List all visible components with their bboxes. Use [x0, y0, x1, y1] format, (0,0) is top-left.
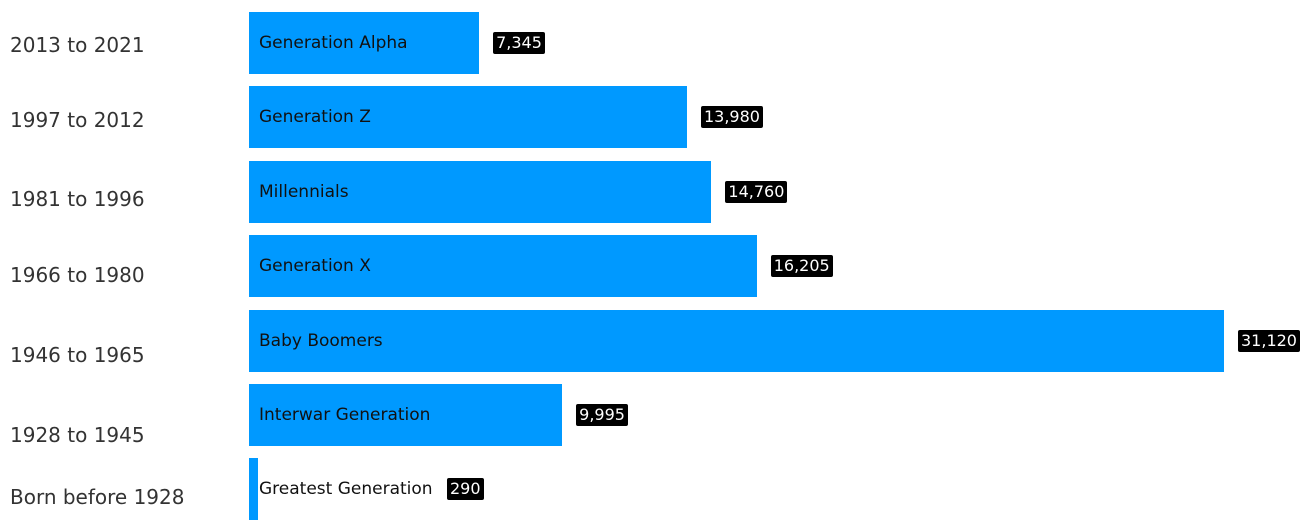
value-label: 31,120 — [1238, 329, 1300, 352]
value-label: 9,995 — [576, 404, 628, 426]
category-label: 1997 to 2012 — [10, 108, 145, 132]
bar-name-label: Baby Boomers — [259, 330, 383, 351]
value-label: 290 — [447, 478, 484, 501]
bar — [249, 309, 1224, 372]
category-label: 1966 to 1980 — [10, 263, 145, 287]
bar-name-label: Generation Alpha — [259, 33, 408, 53]
bar — [249, 235, 757, 298]
value-label: 16,205 — [770, 255, 833, 278]
bar — [249, 86, 687, 149]
category-label: 1928 to 1945 — [10, 423, 145, 447]
bar — [249, 458, 259, 520]
value-label: 14,760 — [725, 180, 788, 203]
category-label: 1946 to 1965 — [10, 343, 145, 367]
bar-name-label: Generation Z — [259, 107, 371, 128]
bar — [249, 384, 563, 446]
bar — [249, 12, 480, 74]
value-label: 13,980 — [700, 106, 763, 129]
category-label: 1981 to 1996 — [10, 187, 145, 211]
category-label: 2013 to 2021 — [10, 33, 145, 57]
bar-name-label: Greatest Generation — [259, 479, 433, 500]
bar-name-label: Generation X — [259, 256, 371, 277]
bar-name-label: Interwar Generation — [259, 405, 431, 425]
value-label: 7,345 — [493, 32, 545, 54]
category-label: Born before 1928 — [10, 485, 185, 509]
bar-name-label: Millennials — [259, 181, 349, 202]
bar — [249, 160, 712, 223]
